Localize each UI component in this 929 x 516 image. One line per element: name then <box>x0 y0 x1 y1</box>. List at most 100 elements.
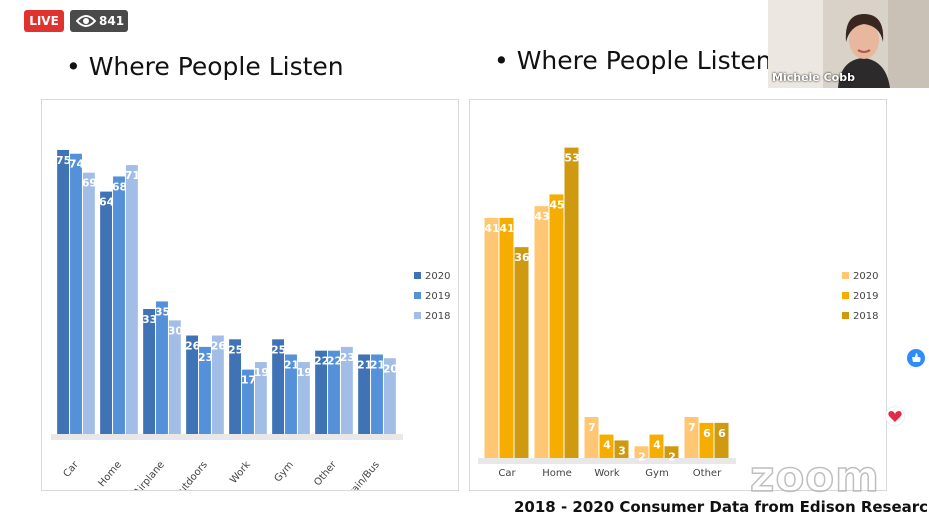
viewer-count: 841 <box>99 14 125 28</box>
data-label: 25 <box>271 343 286 356</box>
data-label: 69 <box>82 177 97 190</box>
category-label: Other <box>312 459 339 489</box>
bar-2020-other <box>315 350 328 434</box>
category-label: Outdoors <box>172 459 210 490</box>
category-label: Car <box>61 459 81 480</box>
data-label: 21 <box>357 358 372 371</box>
data-label: 71 <box>125 169 140 182</box>
legend-swatch <box>414 272 421 279</box>
data-label: 33 <box>142 313 157 326</box>
bar-2019-airplane <box>156 301 168 434</box>
data-label: 35 <box>155 305 170 318</box>
bar-2019-gym <box>649 434 664 458</box>
data-label: 7 <box>588 421 596 434</box>
data-label: 4 <box>653 439 661 452</box>
data-label: 17 <box>241 374 256 387</box>
bar-2020-gym <box>634 446 649 458</box>
data-label: 74 <box>69 158 85 171</box>
data-label: 30 <box>168 324 184 337</box>
category-label: Car <box>498 468 516 479</box>
live-badge: LIVE <box>24 10 64 32</box>
bar-2020-car <box>484 217 499 458</box>
bar-2020-car <box>57 149 70 434</box>
data-label: 22 <box>327 355 342 368</box>
right-slide-title: • Where People Listen M <box>494 46 802 75</box>
bar-2020-gym <box>272 339 285 434</box>
bar-2018-airplane <box>168 320 181 434</box>
bar-2020-airplane <box>143 309 156 434</box>
bar-2020-outdoors <box>186 335 199 434</box>
legend-label: 2019 <box>425 291 450 302</box>
legend-swatch <box>842 292 849 299</box>
data-label: 2 <box>668 450 676 463</box>
data-label: 23 <box>198 351 213 364</box>
participant-name-label: Michele Cobb <box>772 71 855 84</box>
legend-label: 2019 <box>853 291 878 302</box>
bar-2018-home <box>564 147 579 459</box>
data-label: 26 <box>185 340 201 353</box>
bar-2019-home <box>113 176 125 434</box>
data-label: 19 <box>254 366 269 379</box>
bar-2019-gym <box>285 354 297 434</box>
bar-2020-home <box>534 206 549 458</box>
category-label: Work <box>594 468 620 479</box>
webcam-video[interactable]: Michele Cobb <box>768 0 929 88</box>
bar-2020-work <box>584 417 599 458</box>
viewer-count-badge: 841 <box>70 10 128 32</box>
bar-2019-car <box>499 217 514 458</box>
data-label: 4 <box>603 439 611 452</box>
data-label: 7 <box>688 421 696 434</box>
left-chart-panel: 75 74 69 Car 64 68 71 Home 33 35 30 Airplane 26 23 26 O… <box>41 99 459 502</box>
bar-2019-outdoors <box>199 346 211 434</box>
right-chart-panel: 41 41 36 Car 43 45 53 Home 7 4 3 Work 2 4 2 Gym 7 6 6 Other… <box>469 99 887 491</box>
eye-icon <box>76 15 96 27</box>
data-label: 53 <box>564 152 579 165</box>
bar-2018-car <box>514 247 529 458</box>
data-label: 43 <box>534 210 549 223</box>
bar-2019-work <box>242 369 254 434</box>
data-label: 36 <box>514 251 530 264</box>
bar-2020-trainbus <box>358 354 371 434</box>
category-label: Airplane <box>132 459 167 490</box>
category-label: Other <box>693 468 722 479</box>
bar-2018-home <box>125 165 138 434</box>
data-label: 20 <box>383 362 399 375</box>
bar-2019-trainbus <box>371 354 383 434</box>
category-label: Work <box>228 459 253 486</box>
legend-swatch <box>842 272 849 279</box>
bar-2018-trainbus <box>383 358 396 434</box>
bar-2018-other <box>714 422 729 458</box>
bar-2018-gym <box>297 362 310 434</box>
data-label: 6 <box>718 427 726 440</box>
bar-2018-car <box>82 172 95 434</box>
category-label: Home <box>97 459 124 489</box>
heart-reaction-icon <box>885 406 905 426</box>
data-label: 68 <box>112 180 127 193</box>
legend-swatch <box>414 312 421 319</box>
category-label: Gym <box>272 459 295 484</box>
legend-label: 2018 <box>425 311 450 322</box>
bar-2019-work <box>599 434 614 458</box>
presenter-video-image <box>768 0 929 88</box>
data-label: 75 <box>56 154 71 167</box>
chart-floor <box>478 458 736 464</box>
category-label: Train/Bus <box>343 459 381 490</box>
zoom-watermark: zoom <box>749 451 880 502</box>
data-label: 22 <box>314 355 329 368</box>
data-label: 64 <box>99 196 115 209</box>
bar-2020-home <box>100 191 113 434</box>
data-label: 25 <box>228 343 243 356</box>
data-label: 41 <box>499 222 514 235</box>
bar-2018-other <box>340 346 353 434</box>
slide-footer-source: 2018 - 2020 Consumer Data from Edison Re… <box>514 498 929 516</box>
data-label: 21 <box>284 358 299 371</box>
data-label: 2 <box>638 450 646 463</box>
left-slide-title: • Where People Listen <box>66 52 344 81</box>
data-label: 23 <box>340 351 355 364</box>
data-label: 6 <box>703 427 711 440</box>
bar-2018-work <box>254 362 267 434</box>
bar-2020-other <box>684 417 699 458</box>
bar-2019-car <box>70 153 82 434</box>
data-label: 41 <box>484 222 499 235</box>
